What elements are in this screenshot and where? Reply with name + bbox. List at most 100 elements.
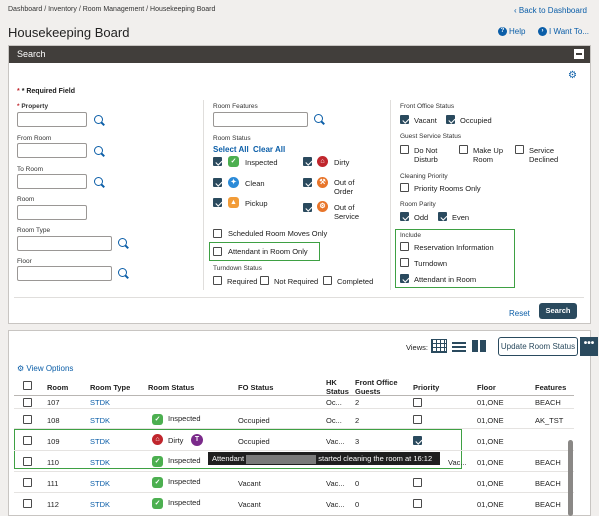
- row-checkbox[interactable]: [23, 457, 32, 466]
- room-type-link[interactable]: STDK: [90, 398, 111, 407]
- search-panel-title: Search: [17, 49, 46, 59]
- redacted-name: [246, 454, 317, 464]
- from-room-input[interactable]: [17, 143, 87, 158]
- not-required-checkbox[interactable]: [260, 276, 269, 285]
- priority-checkbox[interactable]: [413, 478, 422, 487]
- search-icon[interactable]: [94, 115, 103, 124]
- room-input[interactable]: [17, 205, 87, 220]
- clean-label: Clean: [245, 179, 265, 188]
- search-list-icon[interactable]: [314, 114, 323, 123]
- pickup-checkbox[interactable]: [213, 198, 222, 207]
- gear-icon[interactable]: ⚙: [568, 70, 577, 81]
- required-checkbox[interactable]: [213, 276, 222, 285]
- row-checkbox[interactable]: [23, 499, 32, 508]
- help-icon: ?: [498, 27, 507, 37]
- required-note: * * Required Field: [17, 88, 75, 95]
- select-all-rows-checkbox[interactable]: [23, 381, 32, 390]
- column-header-priority[interactable]: Priority: [413, 383, 440, 392]
- floor-input[interactable]: [17, 266, 112, 281]
- dnd-checkbox[interactable]: [400, 145, 409, 154]
- scheduled-moves-checkbox[interactable]: [213, 229, 222, 238]
- column-header-guests[interactable]: Front Office Guests: [355, 378, 398, 396]
- column-header-room-status[interactable]: Room Status: [148, 383, 195, 392]
- row-checkbox[interactable]: [23, 415, 32, 424]
- attendant-icon[interactable]: T: [191, 434, 203, 446]
- out-of-order-label: Out of Order: [334, 178, 355, 196]
- tile-view-icon[interactable]: [472, 340, 486, 352]
- odd-checkbox[interactable]: [400, 212, 409, 221]
- room-features-input[interactable]: [213, 112, 308, 127]
- floor: 01,ONE: [477, 500, 504, 509]
- clean-checkbox[interactable]: [213, 178, 222, 187]
- attendant-in-room-checkbox[interactable]: [400, 274, 409, 283]
- room-type-link[interactable]: STDK: [90, 437, 111, 446]
- highlight-box: [395, 229, 515, 288]
- to-room-input[interactable]: [17, 174, 87, 189]
- occupied-checkbox[interactable]: [446, 115, 455, 124]
- collapse-icon[interactable]: [574, 49, 584, 59]
- room-number: 112: [47, 500, 59, 509]
- out-of-order-checkbox[interactable]: [303, 178, 312, 187]
- guests: 0: [355, 479, 360, 488]
- select-all-link[interactable]: Select All: [213, 145, 249, 154]
- priority-only-checkbox[interactable]: [400, 183, 409, 192]
- grid-view-icon[interactable]: [431, 339, 447, 353]
- make-up-room-checkbox[interactable]: [459, 145, 468, 154]
- list-view-icon[interactable]: [452, 340, 466, 352]
- column-header-floor[interactable]: Floor: [477, 383, 496, 392]
- room-type-link[interactable]: STDK: [90, 500, 111, 509]
- out-of-service-checkbox[interactable]: [303, 203, 312, 212]
- vacant-checkbox[interactable]: [400, 115, 409, 124]
- column-header-room[interactable]: Room: [47, 383, 69, 392]
- row-checkbox[interactable]: [23, 436, 32, 445]
- priority-checkbox[interactable]: [413, 499, 422, 508]
- search-icon[interactable]: [94, 146, 103, 155]
- room-type-link[interactable]: STDK: [90, 479, 111, 488]
- column-header-hk-status[interactable]: HK Status: [326, 378, 349, 396]
- reset-link[interactable]: Reset: [509, 309, 530, 318]
- column-header-features[interactable]: Features: [535, 383, 567, 392]
- completed-checkbox[interactable]: [323, 276, 332, 285]
- service-declined-checkbox[interactable]: [515, 145, 524, 154]
- scrollbar[interactable]: [568, 440, 573, 516]
- features: BEACH: [535, 398, 561, 407]
- search-list-icon[interactable]: [118, 268, 127, 277]
- divider: [14, 492, 574, 493]
- inspected-checkbox[interactable]: [213, 157, 222, 166]
- priority-checkbox[interactable]: [413, 436, 422, 445]
- dirty-icon: ⌂: [317, 156, 328, 167]
- search-button[interactable]: Search: [539, 303, 577, 319]
- floor: 01,ONE: [477, 458, 504, 467]
- floor: 01,ONE: [477, 398, 504, 407]
- search-list-icon[interactable]: [118, 238, 127, 247]
- required-label: Required: [227, 277, 258, 286]
- i-want-to-button[interactable]: › I Want To...: [538, 27, 589, 37]
- column-header-fo-status[interactable]: FO Status: [238, 383, 274, 392]
- clear-all-link[interactable]: Clear All: [253, 145, 286, 154]
- room-number: 110: [47, 458, 59, 467]
- priority-checkbox[interactable]: [413, 398, 422, 407]
- reservation-info-checkbox[interactable]: [400, 242, 409, 251]
- turndown-checkbox[interactable]: [400, 258, 409, 267]
- room-type-link[interactable]: STDK: [90, 416, 111, 425]
- update-room-status-button[interactable]: Update Room Status: [498, 337, 578, 356]
- search-icon[interactable]: [94, 177, 103, 186]
- room-type-link[interactable]: STDK: [90, 458, 111, 467]
- column-header-room-type[interactable]: Room Type: [90, 383, 131, 392]
- to-room-label: To Room: [17, 166, 44, 173]
- breadcrumb[interactable]: Dashboard / Inventory / Room Management …: [8, 6, 216, 13]
- priority-checkbox[interactable]: [413, 415, 422, 424]
- room-status-label: Inspected: [168, 456, 201, 465]
- fo-status: Vacant: [238, 500, 261, 509]
- property-input[interactable]: [17, 112, 87, 127]
- help-button[interactable]: ? Help: [498, 27, 525, 37]
- view-options-link[interactable]: ⚙ View Options: [17, 364, 74, 373]
- row-checkbox[interactable]: [23, 478, 32, 487]
- dirty-checkbox[interactable]: [303, 157, 312, 166]
- even-checkbox[interactable]: [438, 212, 447, 221]
- more-actions-button[interactable]: •••: [580, 337, 598, 356]
- room-type-input[interactable]: [17, 236, 112, 251]
- row-checkbox[interactable]: [23, 398, 32, 407]
- attendant-only-checkbox[interactable]: [213, 247, 222, 256]
- back-to-dashboard-link[interactable]: ‹ Back to Dashboard: [514, 6, 587, 15]
